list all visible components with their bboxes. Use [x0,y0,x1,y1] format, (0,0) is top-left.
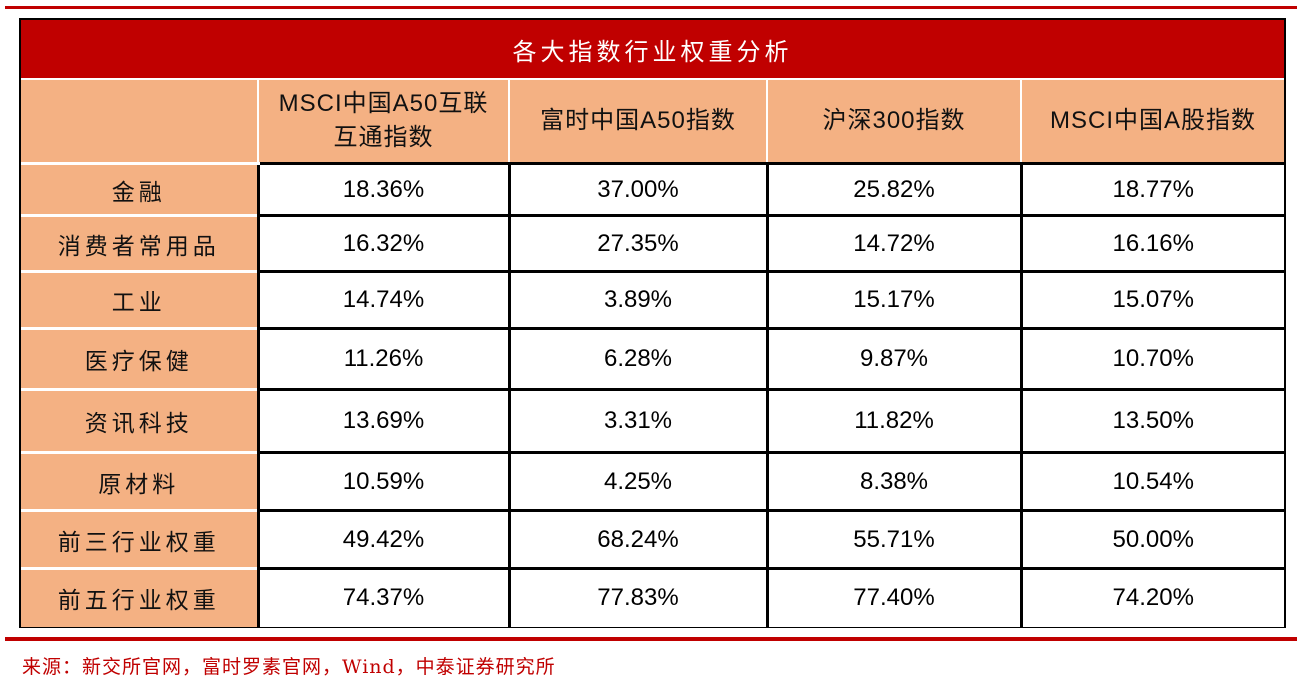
value-cell: 16.32% [256,214,509,272]
table-row-financials: 金融 18.36% 37.00% 25.82% 18.77% [21,162,1284,216]
value-cell: 27.35% [507,214,767,272]
value-cell: 50.00% [1019,509,1284,569]
table-row-consumer-staples: 消费者常用品 16.32% 27.35% 14.72% 16.16% [21,214,1284,272]
row-label: 金融 [21,162,258,216]
value-cell: 6.28% [507,327,767,390]
header-line: 互通指数 [333,124,434,151]
column-header-row: MSCI中国A50互联 互通指数 富时中国A50指数 沪深300指数 MSCI中… [21,79,1284,164]
table-row-top5-weight: 前五行业权重 74.37% 77.83% 77.40% 74.20% [21,567,1284,627]
source-note: 来源：新交所官网，富时罗素官网，Wind，中泰证券研究所 [22,656,556,678]
column-header-msci-a50-connect: MSCI中国A50互联 互通指数 [257,79,509,164]
value-cell: 55.71% [765,509,1021,569]
value-cell: 13.50% [1019,388,1284,453]
value-cell: 16.16% [1019,214,1284,272]
table-row-health-care: 医疗保健 11.26% 6.28% 9.87% 10.70% [21,327,1284,390]
value-cell: 14.72% [765,214,1021,272]
table-row-industrials: 工业 14.74% 3.89% 15.17% 15.07% [21,270,1284,329]
value-cell: 11.82% [765,388,1021,453]
value-cell: 10.59% [256,451,509,511]
row-label: 前三行业权重 [21,509,258,569]
value-cell: 49.42% [256,509,509,569]
value-cell: 3.89% [507,270,767,329]
value-cell: 10.54% [1019,451,1284,511]
industry-weight-table: 各大指数行业权重分析 MSCI中国A50互联 互通指数 富时中国A50指数 沪深… [19,18,1286,628]
column-header-ftse-a50: 富时中国A50指数 [508,79,767,164]
value-cell: 14.74% [256,270,509,329]
table-row-top3-weight: 前三行业权重 49.42% 68.24% 55.71% 50.00% [21,509,1284,569]
row-label: 原材料 [21,451,258,511]
table-title-row: 各大指数行业权重分析 [21,20,1284,80]
value-cell: 25.82% [765,162,1021,216]
weights-table-grid: 各大指数行业权重分析 MSCI中国A50互联 互通指数 富时中国A50指数 沪深… [21,20,1284,627]
column-header-csi-300: 沪深300指数 [766,79,1021,164]
table-title: 各大指数行业权重分析 [21,20,1284,80]
row-label: 资讯科技 [21,388,258,453]
value-cell: 9.87% [765,327,1021,390]
value-cell: 74.37% [256,567,509,627]
row-label: 工业 [21,270,258,329]
value-cell: 37.00% [507,162,767,216]
value-cell: 11.26% [256,327,509,390]
value-cell: 10.70% [1019,327,1284,390]
value-cell: 8.38% [765,451,1021,511]
value-cell: 15.17% [765,270,1021,329]
corner-header-cell [21,79,258,164]
table-row-materials: 原材料 10.59% 4.25% 8.38% 10.54% [21,451,1284,511]
bottom-divider-line [5,637,1297,641]
value-cell: 77.83% [507,567,767,627]
row-label: 消费者常用品 [21,214,258,272]
value-cell: 3.31% [507,388,767,453]
value-cell: 18.77% [1019,162,1284,216]
row-label: 医疗保健 [21,327,258,390]
top-divider-line [5,6,1297,9]
value-cell: 13.69% [256,388,509,453]
value-cell: 4.25% [507,451,767,511]
value-cell: 68.24% [507,509,767,569]
table-row-information-technology: 资讯科技 13.69% 3.31% 11.82% 13.50% [21,388,1284,453]
value-cell: 74.20% [1019,567,1284,627]
row-label: 前五行业权重 [21,567,258,627]
value-cell: 77.40% [765,567,1021,627]
column-header-msci-china-a: MSCI中国A股指数 [1020,79,1284,164]
header-line: MSCI中国A50互联 [278,90,489,117]
value-cell: 15.07% [1019,270,1284,329]
value-cell: 18.36% [256,162,509,216]
